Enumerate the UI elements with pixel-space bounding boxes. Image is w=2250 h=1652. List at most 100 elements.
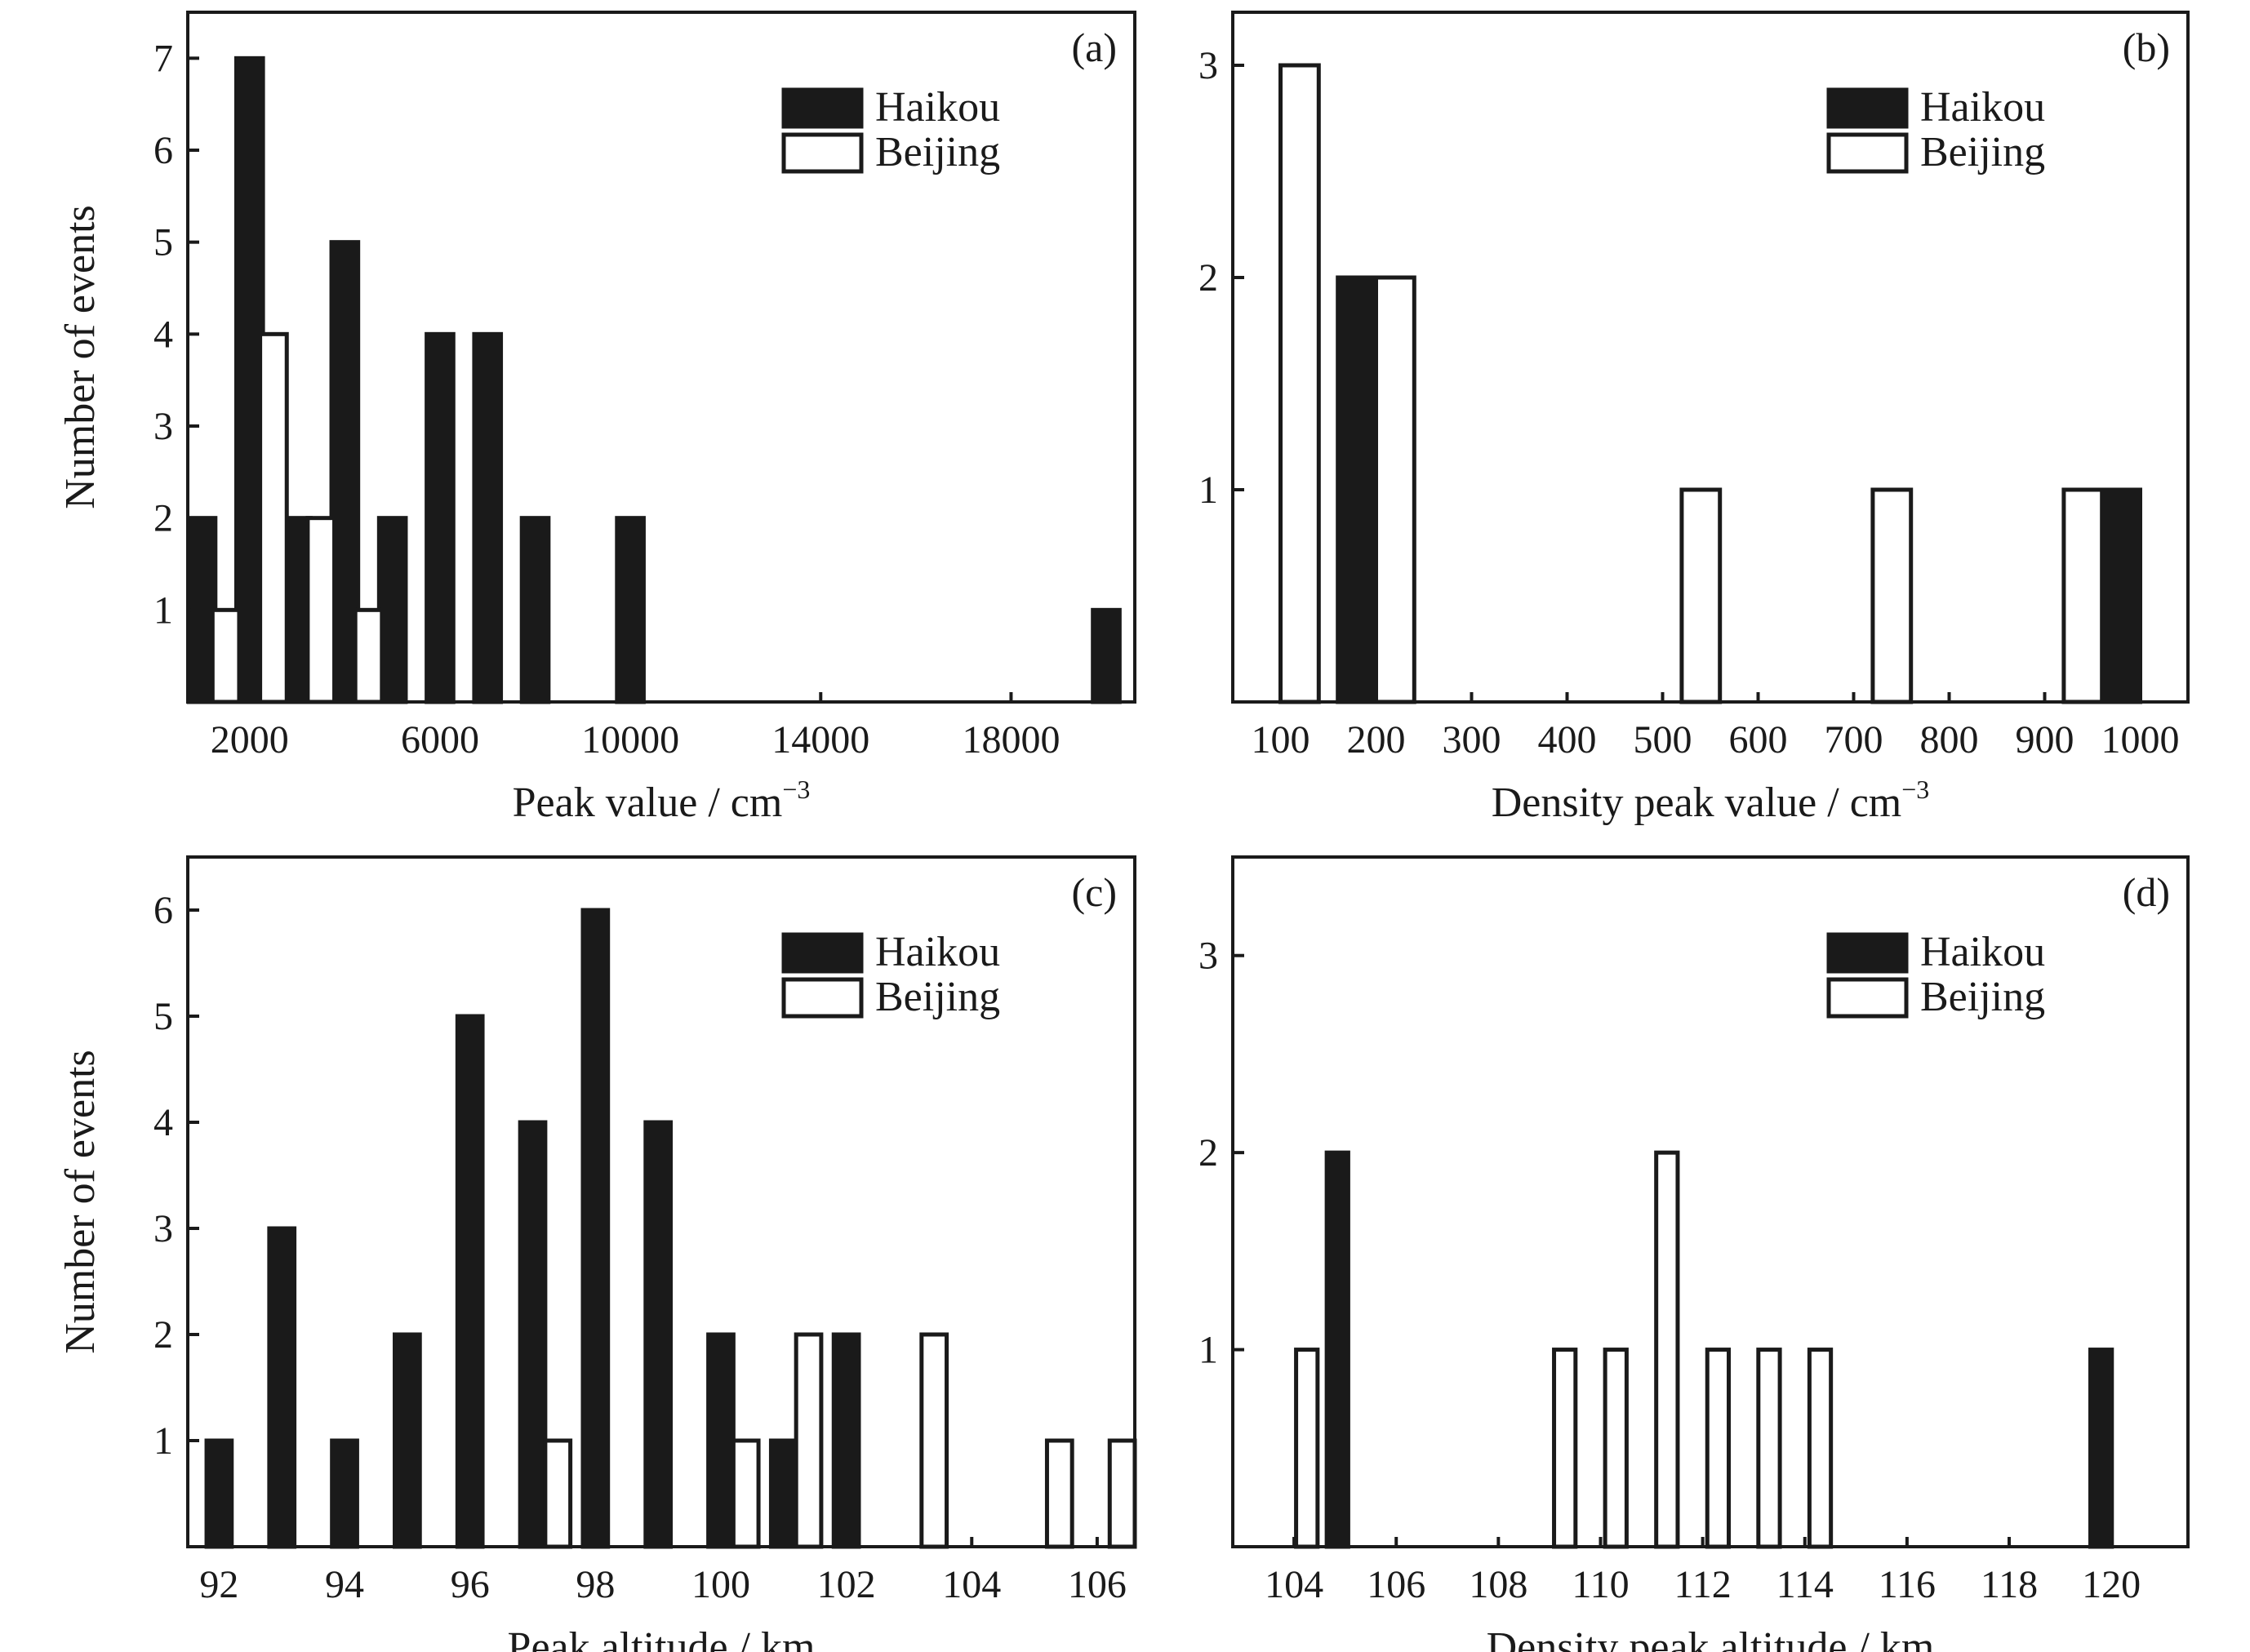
legend-swatch-haikou — [1826, 87, 1909, 129]
y-tick-label: 1 — [153, 588, 173, 632]
bar-beijing-6 — [1756, 1348, 1782, 1549]
panel-label: (b) — [2123, 24, 2170, 70]
x-tick-label: 112 — [1674, 1563, 1732, 1606]
y-tick-label: 6 — [153, 129, 173, 172]
bar-beijing-2 — [1552, 1348, 1578, 1549]
chart-panel-1: 2000 6000 10000 14000 18000 1 2 3 4 5 6 7 Peak value… — [57, 11, 1136, 826]
bar-beijing-3 — [794, 1332, 824, 1549]
legend-label-beijing: Beijing — [1920, 129, 2045, 175]
y-tick-label: 1 — [1198, 1329, 1218, 1372]
legend-label-beijing: Beijing — [1920, 974, 2045, 1020]
y-tick-label: 6 — [153, 889, 173, 932]
x-tick-label: 114 — [1776, 1563, 1834, 1606]
bar-haikou-2 — [2088, 1348, 2114, 1549]
bar-beijing-4 — [353, 607, 385, 704]
legend-label-haikou: Haikou — [875, 929, 1000, 975]
bar-beijing-4 — [919, 1332, 949, 1549]
bar-beijing-6 — [1107, 1438, 1137, 1549]
chart-panel-4: 104 106 108 110 112 114 116 118 120 1 2 3 Density pe… — [1198, 855, 2190, 1652]
plot-frame — [1231, 11, 2190, 704]
bar-beijing-1 — [1278, 63, 1321, 704]
y-axis-title: Number of events — [57, 1050, 104, 1354]
legend-label-beijing: Beijing — [875, 974, 1000, 1020]
chart-panel-2: 100 200 300 400 500 600 700 800 900 1000 1 2 3 Densit… — [1198, 11, 2190, 826]
bar-haikou-2 — [2100, 487, 2142, 704]
bar-haikou-9 — [706, 1332, 736, 1549]
legend-swatch-beijing — [1826, 977, 1909, 1019]
bar-beijing-1 — [210, 607, 242, 704]
bar-haikou-6 — [518, 1120, 548, 1549]
bar-beijing-5 — [2061, 487, 2105, 704]
bar-haikou-2 — [267, 1226, 297, 1549]
y-tick-label: 3 — [1198, 44, 1218, 87]
y-tick-label: 3 — [153, 405, 173, 448]
x-tick-label: 800 — [1920, 718, 1979, 762]
legend-label-haikou: Haikou — [1920, 929, 2045, 975]
x-tick-label: 100 — [1252, 718, 1310, 762]
plot-frame — [186, 11, 1136, 704]
bar-haikou-4 — [393, 1332, 422, 1549]
panel-label: (a) — [1072, 24, 1118, 70]
bar-beijing-3 — [1603, 1348, 1629, 1549]
x-tick-label: 116 — [1879, 1563, 1936, 1606]
bar-beijing-2 — [258, 331, 289, 704]
legend-swatch-haikou — [781, 87, 864, 129]
bar-beijing-3 — [1679, 487, 1723, 704]
x-tick-label: 10000 — [581, 718, 679, 762]
plot-frame — [1231, 855, 2190, 1548]
bar-haikou-10 — [1091, 607, 1122, 704]
y-tick-label: 2 — [1198, 256, 1218, 300]
x-tick-label: 200 — [1347, 718, 1406, 762]
x-axis-title: Peak value / cm−3 — [513, 775, 811, 826]
bar-beijing-2 — [731, 1438, 761, 1549]
bar-haikou-8 — [643, 1120, 674, 1549]
bar-haikou-7 — [580, 908, 611, 1549]
x-tick-label: 118 — [1981, 1563, 2038, 1606]
y-tick-label: 4 — [153, 313, 173, 356]
y-axis-title: Number of events — [57, 205, 104, 509]
bar-haikou-5 — [455, 1014, 485, 1549]
x-tick-label: 98 — [576, 1563, 615, 1606]
panel-label: (d) — [2123, 869, 2170, 915]
bar-haikou-10 — [768, 1438, 798, 1549]
x-tick-label: 700 — [1825, 718, 1883, 762]
y-tick-label: 5 — [153, 995, 173, 1038]
bar-haikou-1 — [1336, 275, 1378, 704]
x-tick-label: 1000 — [2101, 718, 2180, 762]
x-tick-label: 94 — [325, 1563, 364, 1606]
y-tick-label: 4 — [153, 1101, 173, 1144]
y-tick-label: 3 — [153, 1207, 173, 1250]
y-tick-label: 2 — [1198, 1131, 1218, 1175]
x-tick-label: 104 — [1265, 1563, 1323, 1606]
bar-beijing-4 — [1654, 1150, 1680, 1549]
bar-beijing-7 — [1807, 1348, 1834, 1549]
chart-panel-3: 92 94 96 98 100 102 104 106 1 2 3 4 5 6 Peak altitude … — [57, 855, 1137, 1652]
y-tick-label: 3 — [1198, 935, 1218, 978]
x-tick-label: 108 — [1469, 1563, 1527, 1606]
legend-label-haikou: Haikou — [875, 84, 1000, 131]
y-tick-label: 2 — [153, 497, 173, 540]
x-tick-label: 110 — [1572, 1563, 1629, 1606]
x-tick-label: 2000 — [211, 718, 289, 762]
x-tick-label: 500 — [1634, 718, 1692, 762]
bar-haikou-9 — [615, 516, 646, 704]
legend-swatch-beijing — [781, 132, 864, 174]
y-tick-label: 5 — [153, 221, 173, 264]
y-tick-label: 1 — [1198, 469, 1218, 512]
bar-haikou-8 — [519, 516, 551, 704]
legend-label-haikou: Haikou — [1920, 84, 2045, 131]
bar-beijing-5 — [1705, 1348, 1732, 1549]
y-tick-label: 2 — [153, 1313, 173, 1357]
x-tick-label: 106 — [1068, 1563, 1127, 1606]
y-tick-label: 1 — [153, 1419, 173, 1463]
bar-haikou-6 — [425, 331, 456, 704]
x-tick-label: 96 — [451, 1563, 490, 1606]
x-tick-label: 900 — [2016, 718, 2074, 762]
legend-swatch-haikou — [1826, 932, 1909, 974]
x-tick-label: 106 — [1367, 1563, 1425, 1606]
bar-beijing-1 — [1294, 1348, 1320, 1549]
legend-swatch-beijing — [1826, 132, 1909, 174]
x-tick-label: 102 — [817, 1563, 876, 1606]
y-tick-label: 7 — [153, 37, 173, 80]
